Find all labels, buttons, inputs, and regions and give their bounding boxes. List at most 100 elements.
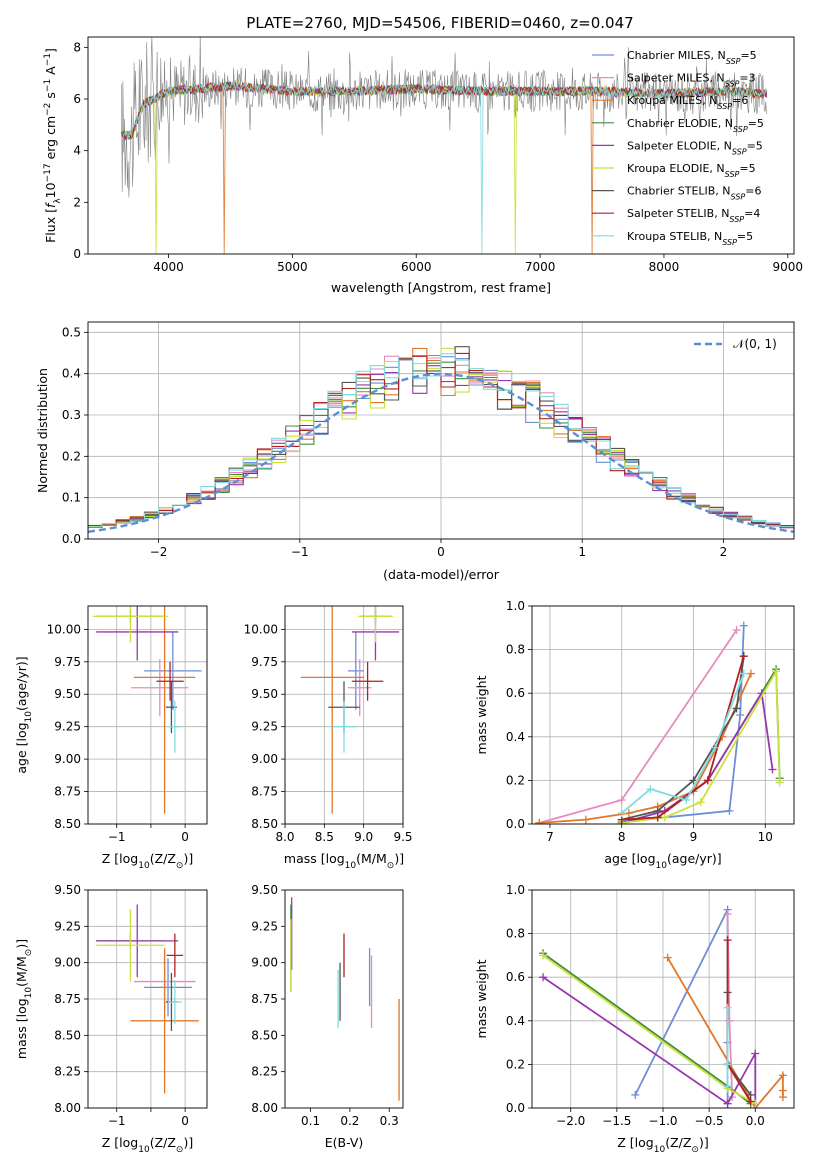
y-tick-label: 9.75 xyxy=(251,655,278,669)
y-axis-label-part: −1 xyxy=(43,53,53,66)
x-tick-label: 7 xyxy=(546,830,554,844)
axes-frame xyxy=(284,605,404,825)
y-tick-label: 9.00 xyxy=(251,752,278,766)
legend-entry-sub: SSP xyxy=(732,147,747,156)
y-tick-label: 9.00 xyxy=(54,752,81,766)
legend-entry-chabrier_miles: Chabrier MILES, NSSP=5 xyxy=(627,49,757,66)
x-tick-label: −1 xyxy=(291,545,309,559)
y-tick-label: 8.75 xyxy=(251,785,278,799)
x-tick-label: 0.0 xyxy=(746,1114,765,1128)
x-axis-label-part: ⊙ xyxy=(691,1145,699,1155)
y-axis-label: Normed distribution xyxy=(35,368,50,493)
y-axis-label-part: 10 xyxy=(24,987,34,999)
y-axis-label-part: f xyxy=(43,202,58,208)
y-tick-label: 9.50 xyxy=(54,883,81,897)
x-tick-label: 8.0 xyxy=(275,830,294,844)
y-tick-label: 8.50 xyxy=(54,1028,81,1042)
x-axis-label: wavelength [Angstrom, rest frame] xyxy=(331,280,551,295)
x-tick-label: 9000 xyxy=(773,260,804,274)
legend-entry-suffix: =5 xyxy=(737,230,753,243)
y-axis-label-part: −1 xyxy=(43,79,53,92)
y-axis-label-part: (M/M xyxy=(14,956,29,987)
x-axis-label-part: )] xyxy=(183,851,193,866)
x-tick-label: −2 xyxy=(150,545,168,559)
legend-entry-text: Salpeter ELODIE, N xyxy=(627,139,732,152)
z-weight-panel: −2.0 −1.5 −1.0 −0.5 0.0 0.0 0.2 0.4 0.6 0.8 1.0 Z [… xyxy=(474,883,795,1155)
y-axis-label-part: A xyxy=(43,66,58,79)
y-tick-label: 8.75 xyxy=(54,785,81,799)
y-axis-label: age [log10(age/yr)] xyxy=(14,656,34,773)
legend-entry-kroupa_stelib: Kroupa STELIB, NSSP=5 xyxy=(627,230,753,247)
y-tick-label: 1.0 xyxy=(506,599,525,613)
model-spectrum-kroupa_stelib xyxy=(120,82,768,254)
legend-entry-suffix: =5 xyxy=(739,162,755,175)
x-axis-label-part: 10 xyxy=(656,861,668,871)
y-tick-label: 9.25 xyxy=(54,720,81,734)
figure-title: PLATE=2760, MJD=54506, FIBERID=0460, z=0… xyxy=(246,14,633,32)
legend-entry-text: Kroupa STELIB, N xyxy=(627,230,722,243)
x-tick-label: 2 xyxy=(720,545,728,559)
y-tick-label: 4 xyxy=(73,144,81,158)
x-axis-label-part: Z [log xyxy=(102,851,138,866)
x-tick-label: 0 xyxy=(181,1114,189,1128)
legend-entry-suffix: =6 xyxy=(745,185,761,198)
legend-entry-chabrier_elodie: Chabrier ELODIE, NSSP=5 xyxy=(627,117,764,134)
age-weight-plot-area xyxy=(535,621,784,824)
y-tick-label: 8.75 xyxy=(251,992,278,1006)
y-tick-label: 0.2 xyxy=(506,1057,525,1071)
legend-entry-text: Chabrier STELIB, N xyxy=(627,185,731,198)
y-tick-label: 8.50 xyxy=(251,817,278,831)
legend-entry-text: Salpeter STELIB, N xyxy=(627,207,729,220)
legend-entry-sub: SSP xyxy=(717,102,732,111)
legend-entry-text: Chabrier ELODIE, N xyxy=(627,117,733,130)
x-axis-label-part: (Z/Z xyxy=(150,851,176,866)
z-mass-plot-area xyxy=(96,904,199,1094)
x-axis-label-part: (Z/Z xyxy=(665,1135,691,1150)
x-tick-label: −0.5 xyxy=(695,1114,724,1128)
x-axis-label: (data-model)/error xyxy=(383,567,500,582)
legend-entry-chabrier_stelib: Chabrier STELIB, NSSP=6 xyxy=(627,185,761,202)
y-tick-label: 9.25 xyxy=(251,919,278,933)
x-tick-label: 1 xyxy=(578,545,586,559)
y-tick-label: 0.6 xyxy=(506,970,525,984)
x-tick-label: −1.5 xyxy=(602,1114,631,1128)
x-tick-label: 0 xyxy=(437,545,445,559)
x-tick-label: 5000 xyxy=(277,260,308,274)
x-tick-label: −1.0 xyxy=(648,1114,677,1128)
legend-entry-sub: SSP xyxy=(725,170,740,179)
legend-entry-sub: SSP xyxy=(729,215,744,224)
legend-entry-sub: SSP xyxy=(731,192,746,201)
x-tick-label: 4000 xyxy=(153,260,184,274)
x-axis-label: age [log10(age/yr)] xyxy=(604,851,721,871)
x-axis-label-part: (age/yr)] xyxy=(667,851,722,866)
y-tick-label: 8.00 xyxy=(251,1101,278,1115)
x-tick-label: 6000 xyxy=(401,260,432,274)
axes-frame xyxy=(531,889,795,1109)
y-tick-label: 0.6 xyxy=(506,686,525,700)
y-axis-label: mass weight xyxy=(474,959,489,1038)
legend-entry-salpeter_elodie: Salpeter ELODIE, NSSP=5 xyxy=(627,139,763,156)
y-tick-label: 8.75 xyxy=(54,992,81,1006)
y-axis-label-part: λ xyxy=(53,198,63,204)
x-axis-label-part: ⊙ xyxy=(176,1145,184,1155)
y-tick-label: 0.4 xyxy=(506,730,525,744)
y-axis-label-part: mass [log xyxy=(14,998,29,1059)
y-tick-label: 9.50 xyxy=(251,687,278,701)
axes-frame xyxy=(87,321,795,540)
y-tick-label: 1.0 xyxy=(506,883,525,897)
legend-entry-salpeter_miles: Salpeter MILES, NSSP=3 xyxy=(627,72,756,89)
x-axis-label: Z [log10(Z/Z⊙)] xyxy=(102,851,193,871)
x-tick-label: 9.5 xyxy=(393,830,412,844)
y-tick-label: 9.25 xyxy=(251,720,278,734)
legend-entry-suffix: =6 xyxy=(732,94,748,107)
y-tick-label: 10.00 xyxy=(47,622,81,636)
y-axis-label-part: ] xyxy=(43,48,58,53)
legend-entry-suffix: =5 xyxy=(740,49,756,62)
legend-entry-suffix: =3 xyxy=(739,72,755,85)
x-axis-label: Z [log10(Z/Z⊙)] xyxy=(102,1135,193,1155)
y-tick-label: 9.50 xyxy=(54,687,81,701)
y-axis-label-part: age [log xyxy=(14,722,29,773)
normal-curve xyxy=(88,372,794,533)
z-age-plot-area xyxy=(92,606,202,814)
